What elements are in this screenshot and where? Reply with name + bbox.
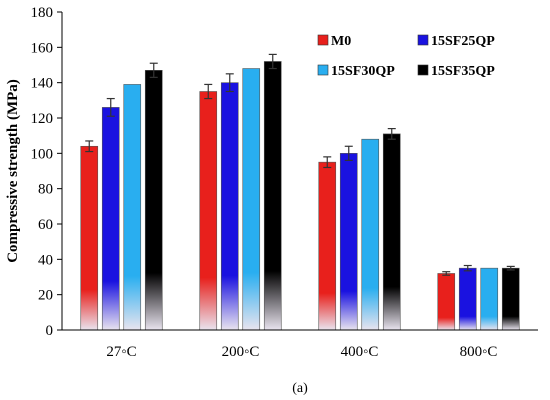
bar-15sf35qp-3 xyxy=(501,267,520,331)
bar-15sf25qp-2 xyxy=(339,153,358,331)
bar-15sf35qp-2 xyxy=(382,133,401,331)
y-tick-label: 0 xyxy=(46,323,54,339)
x-category-label: 800◦C xyxy=(460,344,498,360)
legend-label: 15SF25QP xyxy=(431,34,495,49)
y-tick-label: 140 xyxy=(31,76,54,92)
legend-swatch xyxy=(417,64,429,76)
x-axis-categories: 27◦C 200◦C 400◦C 800◦C xyxy=(106,344,497,360)
y-tick-label: 80 xyxy=(38,182,53,198)
bar-15sf35qp-0 xyxy=(144,70,163,331)
bar-m0-2 xyxy=(318,161,337,331)
y-axis-ticks: 0 20 40 60 80 100 120 140 160 180 xyxy=(31,5,62,339)
x-category-label: 27◦C xyxy=(106,344,136,360)
y-tick-label: 160 xyxy=(31,40,54,56)
legend-label: M0 xyxy=(331,34,351,49)
bar-m0-3 xyxy=(437,273,456,331)
legend-swatch xyxy=(417,34,429,46)
y-tick-label: 20 xyxy=(38,288,53,304)
bar-15sf30qp-0 xyxy=(123,84,142,331)
y-tick-label: 60 xyxy=(38,217,53,233)
bars xyxy=(80,61,520,331)
bar-m0-0 xyxy=(80,145,99,331)
y-tick-label: 40 xyxy=(38,252,53,268)
figure-caption: (a) xyxy=(292,381,308,396)
legend-label: 15SF35QP xyxy=(431,64,495,79)
legend-label: 15SF30QP xyxy=(331,64,395,79)
bar-15sf35qp-1 xyxy=(263,61,282,331)
x-category-label: 400◦C xyxy=(341,344,379,360)
bar-15sf30qp-1 xyxy=(242,68,261,331)
error-bars xyxy=(85,53,515,276)
x-category-label: 200◦C xyxy=(222,344,260,360)
legend-swatch xyxy=(317,64,329,76)
bar-15sf25qp-0 xyxy=(101,107,120,331)
bar-15sf30qp-2 xyxy=(361,138,380,331)
legend-swatch xyxy=(317,34,329,46)
y-axis-label: Compressive strength (MPa) xyxy=(5,79,21,263)
y-tick-label: 180 xyxy=(31,5,54,21)
bar-15sf25qp-3 xyxy=(458,267,477,331)
bar-15sf25qp-1 xyxy=(220,82,239,331)
y-tick-label: 100 xyxy=(31,146,54,162)
bar-15sf30qp-3 xyxy=(480,267,499,331)
y-tick-label: 120 xyxy=(31,111,54,127)
bar-m0-1 xyxy=(199,91,218,331)
legend: M0 15SF25QP 15SF30QP 15SF35QP xyxy=(317,34,495,79)
